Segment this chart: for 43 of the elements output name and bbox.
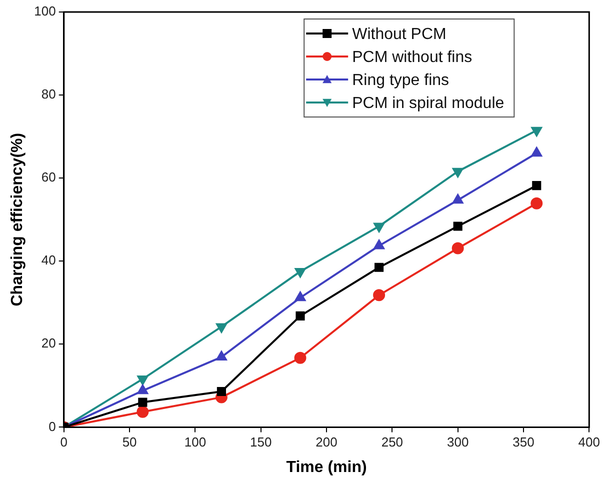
point [452, 168, 464, 178]
point [294, 268, 306, 278]
point [452, 242, 464, 254]
point [531, 147, 542, 157]
y-tick-label: 80 [41, 86, 56, 102]
point [530, 197, 543, 210]
x-tick-label: 350 [512, 434, 534, 450]
point [452, 194, 464, 204]
point [137, 384, 148, 394]
y-tick-label: 60 [41, 170, 56, 185]
point [216, 386, 226, 396]
x-tick-label: 100 [184, 434, 206, 450]
legend-label: PCM in spiral module [352, 94, 504, 112]
point [374, 222, 384, 232]
point [374, 262, 384, 272]
legend-label: PCM without fins [352, 48, 472, 66]
x-tick-label: 400 [578, 434, 600, 450]
y-tick-label: 100 [34, 4, 56, 19]
x-tick-label: 50 [122, 434, 137, 450]
point [374, 240, 384, 250]
x-tick-label: 150 [250, 434, 272, 450]
point [136, 406, 149, 418]
y-axis-title: Charging efficiency(%) [9, 132, 26, 306]
point [294, 352, 306, 364]
y-tick-label: 40 [41, 252, 56, 268]
point [294, 292, 306, 302]
y-tick-label: 0 [48, 418, 56, 434]
point [216, 351, 227, 361]
x-axis-title: Time (min) [286, 458, 367, 476]
x-tick-label: 0 [60, 434, 68, 450]
point [453, 222, 462, 231]
point [216, 323, 227, 333]
x-tick-label: 200 [316, 434, 338, 450]
x-tick-label: 250 [381, 434, 404, 450]
legend-label: Ring type fins [352, 72, 450, 89]
x-tick-label: 300 [446, 434, 469, 450]
point [531, 126, 542, 136]
point [138, 398, 148, 407]
legend-label: Without PCM [352, 26, 446, 43]
point [532, 181, 542, 190]
point [296, 311, 305, 320]
point [373, 289, 386, 302]
y-tick-label: 20 [41, 336, 56, 351]
